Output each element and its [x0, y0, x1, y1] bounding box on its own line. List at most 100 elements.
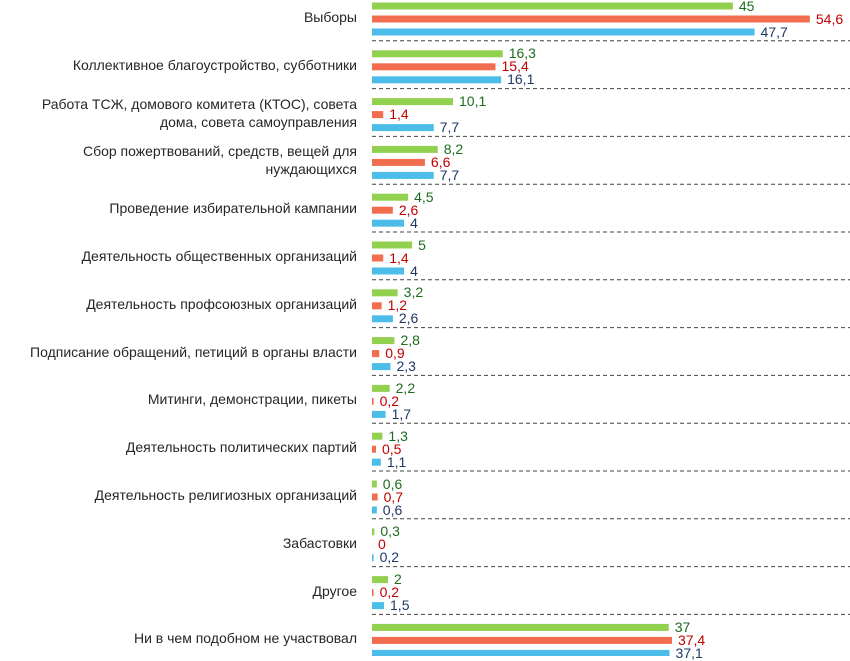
- bar-series-2: [372, 636, 672, 644]
- category-label: Деятельность религиозных организаций: [0, 486, 357, 504]
- data-label: 0,5: [382, 440, 402, 457]
- category-label-line: дома, совета самоуправления: [159, 113, 357, 130]
- category-label: Подписание обращений, петиций в органы в…: [0, 343, 357, 361]
- data-label: 1,4: [389, 106, 409, 123]
- data-label: 2: [394, 571, 402, 588]
- category-label-line: нуждающихся: [265, 161, 357, 178]
- data-label: 2,6: [398, 310, 419, 327]
- bar-series-1: [372, 528, 375, 536]
- bar-series-3: [372, 554, 374, 562]
- data-label: 4: [410, 214, 418, 231]
- bar-series-1: [372, 241, 413, 249]
- bar-series-1: [372, 145, 438, 153]
- data-label: 2,6: [398, 201, 419, 218]
- data-label: 1,3: [388, 427, 408, 444]
- bar-series-1: [372, 384, 390, 392]
- data-label: 8,2: [443, 140, 464, 157]
- bar-series-3: [372, 219, 405, 227]
- bar-series-2: [372, 397, 374, 405]
- bar-series-2: [372, 111, 384, 119]
- data-label: 47,7: [760, 23, 788, 40]
- data-label: 2,2: [395, 379, 416, 396]
- bar-series-3: [372, 171, 434, 179]
- bar-series-1: [372, 623, 669, 631]
- data-label: 37,4: [677, 631, 706, 648]
- data-label: 4: [410, 262, 418, 279]
- category-label-line: Ни в чем подобном не участвовал: [133, 630, 357, 647]
- data-label: 0,2: [379, 549, 400, 566]
- bar-series-3: [372, 28, 755, 36]
- category-label-line: Забастовки: [282, 534, 357, 551]
- data-label: 10,1: [459, 93, 487, 110]
- bar-series-1: [372, 98, 454, 106]
- data-label: 1,4: [389, 249, 409, 266]
- category-label: Ни в чем подобном не участвовал: [0, 629, 357, 647]
- data-label: 0,6: [382, 501, 403, 518]
- data-label: 2,3: [396, 358, 416, 375]
- data-label: 16,1: [507, 71, 535, 88]
- bar-series-2: [372, 350, 380, 358]
- data-label: 1,7: [391, 405, 412, 422]
- category-label-line: Митинги, демонстрации, пикеты: [147, 391, 357, 408]
- category-label-line: Подписание обращений, петиций в органы в…: [30, 343, 357, 360]
- category-label: Проведение избирательной кампании: [0, 199, 357, 217]
- category-label: Работа ТСЖ, домового комитета (КТОС), со…: [0, 95, 357, 131]
- category-label-line: Деятельность политических партий: [125, 439, 357, 456]
- bar-series-2: [372, 589, 374, 597]
- bar-series-3: [372, 410, 386, 418]
- data-label: 5: [418, 236, 426, 253]
- data-label: 16,3: [508, 45, 536, 62]
- bar-series-1: [372, 480, 377, 488]
- category-label: Деятельность общественных организаций: [0, 247, 357, 265]
- bar-series-1: [372, 2, 733, 10]
- data-label: 2,8: [400, 332, 420, 349]
- bar-series-1: [372, 432, 383, 440]
- data-label: 1,2: [387, 297, 408, 314]
- category-label-line: Выборы: [303, 9, 357, 25]
- bar-series-3: [372, 76, 502, 84]
- bar-series-2: [372, 63, 496, 71]
- bar-series-2: [372, 158, 425, 166]
- bar-series-2: [372, 254, 384, 262]
- data-label: 0,9: [385, 345, 405, 362]
- data-label: 45: [738, 0, 755, 14]
- bar-series-2: [372, 493, 378, 501]
- bar-series-1: [372, 50, 503, 58]
- bar-series-3: [372, 506, 377, 514]
- category-label: Митинги, демонстрации, пикеты: [0, 390, 357, 408]
- data-label: 0,7: [383, 488, 404, 505]
- data-label: 0,3: [380, 523, 400, 540]
- data-label: 0,2: [379, 392, 400, 409]
- bar-series-3: [372, 315, 393, 323]
- category-label-line: Другое: [312, 582, 357, 599]
- bar-series-1: [372, 289, 398, 297]
- bar-series-1: [372, 576, 389, 584]
- category-label-line: Работа ТСЖ, домового комитета (КТОС), со…: [41, 95, 357, 112]
- category-label-line: Деятельность религиозных организаций: [94, 487, 357, 503]
- bar-series-3: [372, 124, 434, 132]
- data-label: 54,6: [815, 10, 844, 27]
- data-label: 1,5: [390, 597, 410, 614]
- data-label: 7,7: [439, 119, 460, 136]
- category-label: Деятельность профсоюзных организаций: [0, 295, 357, 313]
- category-label: Деятельность политических партий: [0, 438, 357, 456]
- bar-series-3: [372, 602, 385, 610]
- bar-series-2: [372, 445, 377, 453]
- data-label: 1,1: [386, 453, 407, 470]
- category-label-line: Сбор пожертвований, средств, вещей для: [82, 143, 357, 160]
- bar-series-3: [372, 458, 381, 466]
- data-label: 15,4: [501, 58, 529, 75]
- category-label: Другое: [0, 582, 357, 600]
- category-label-line: Деятельность профсоюзных организаций: [86, 295, 357, 312]
- category-label: Забастовки: [0, 534, 357, 552]
- data-label: 0: [378, 536, 386, 553]
- data-label: 0,6: [382, 475, 403, 492]
- bar-series-1: [372, 337, 395, 345]
- category-label-line: Деятельность общественных организаций: [81, 248, 357, 264]
- data-label: 7,7: [439, 166, 460, 183]
- data-label: 4,5: [414, 188, 434, 205]
- bar-series-2: [372, 206, 393, 214]
- category-label: Сбор пожертвований, средств, вещей для ну…: [0, 142, 357, 178]
- bar-series-3: [372, 649, 670, 656]
